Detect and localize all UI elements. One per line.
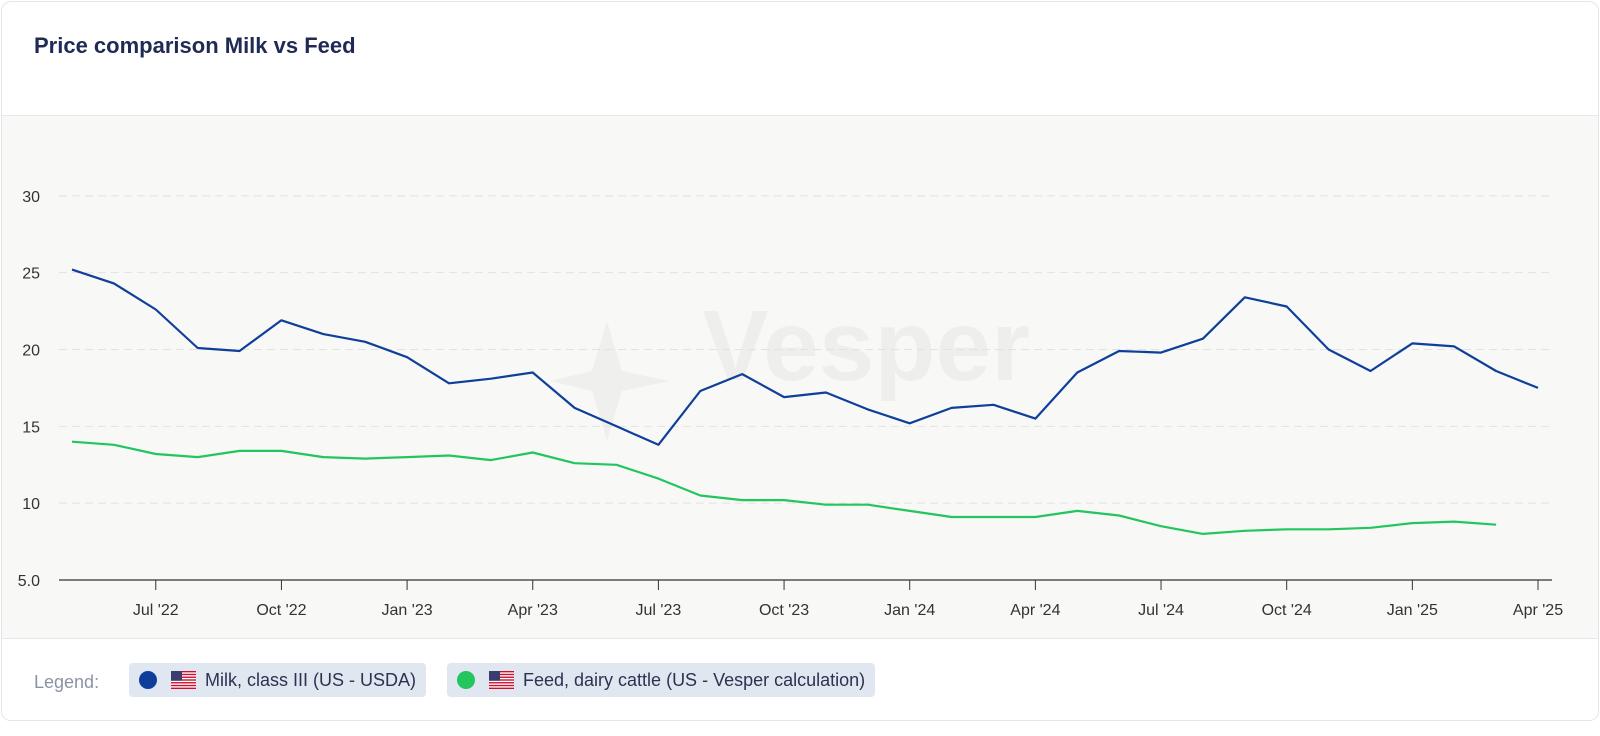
legend-swatch [139,671,157,689]
x-tick-label: Jan '25 [1387,602,1438,619]
y-tick-label: 15 [22,419,40,436]
chart-title: Price comparison Milk vs Feed [34,33,356,58]
x-tick-label: Jan '23 [382,602,433,619]
chart: Vesper 5.0 10 15 20 25 30 Jul '22 Oct '22 Jan '2… [2,116,1598,638]
x-tick-label: Jan '24 [884,602,935,619]
x-tick-label: Jul '22 [133,602,179,619]
y-tick-label: 20 [22,343,40,360]
x-tick-label: Apr '25 [1513,602,1563,619]
x-tick-label: Jul '24 [1138,602,1184,619]
x-tick-label: Oct '23 [759,602,809,619]
flag-icon [171,671,196,689]
y-tick-label: 30 [22,189,40,206]
card: Price comparison Milk vs Feed Vesper 5.0… [1,1,1599,721]
legend-swatch [457,671,475,689]
legend: Legend: Milk, class III (US - USDA) Feed,… [2,638,1598,720]
x-tick-label: Apr '23 [508,602,558,619]
x-tick-label: Oct '22 [256,602,306,619]
x-tick-label: Jul '23 [636,602,682,619]
legend-item[interactable]: Milk, class III (US - USDA) [129,663,427,697]
legend-text: Feed, dairy cattle (US - Vesper calculat… [523,669,866,690]
flag-icon [489,671,514,689]
legend-label: Legend: [34,672,100,692]
plot-background [2,116,1598,638]
legend-item[interactable]: Feed, dairy cattle (US - Vesper calculat… [447,663,876,697]
x-tick-label: Apr '24 [1010,602,1060,619]
series-line [71,440,1497,535]
x-tick-label: Oct '24 [1262,602,1312,619]
legend-text: Milk, class III (US - USDA) [205,669,417,690]
y-tick-label: 10 [22,496,40,513]
y-tick-label: 25 [22,266,40,283]
y-tick-label: 5.0 [18,573,40,590]
watermark: Vesper [702,290,1030,402]
series-line [71,268,1539,446]
header: Price comparison Milk vs Feed [2,2,1598,116]
